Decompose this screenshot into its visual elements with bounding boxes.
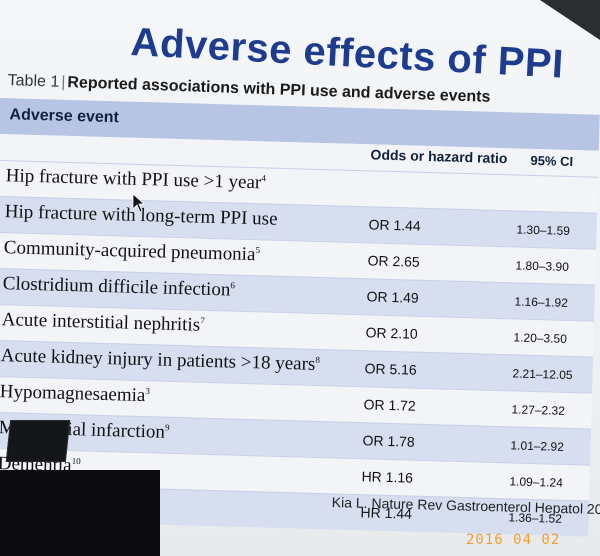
header-ratio: Odds or hazard ratio: [370, 146, 508, 167]
ratio-cell: OR 2.65: [367, 252, 420, 270]
ratio-cell: OR 2.10: [365, 324, 418, 342]
reference-number: 7: [200, 315, 205, 326]
event-cell: Hip fracture with PPI use >1 year4: [6, 165, 267, 194]
event-cell: Acute interstitial nephritis7: [1, 309, 205, 337]
ci-cell: 1.20–3.50: [513, 330, 568, 346]
header-adverse-event: Adverse event: [9, 106, 120, 127]
reference-number: 10: [71, 455, 81, 467]
ci-cell: 1.30–1.59: [516, 222, 571, 238]
event-text: Clostridium difficile infection: [2, 273, 231, 301]
podium-silhouette: [0, 470, 160, 556]
reference-number: 9: [164, 422, 170, 433]
reference-number: 4: [261, 173, 267, 184]
ratio-cell: OR 1.44: [368, 216, 421, 234]
ci-cell: 2.21–12.05: [512, 366, 573, 383]
reference-number: 6: [230, 280, 236, 291]
ratio-cell: HR 1.16: [361, 468, 414, 486]
ci-cell: 1.27–2.32: [511, 402, 566, 418]
ci-cell: 1.80–3.90: [515, 258, 570, 274]
header-ci: 95% CI: [530, 152, 574, 170]
event-text: Community-acquired pneumonia: [3, 237, 256, 266]
reference-number: 8: [315, 354, 321, 365]
event-cell: Hypomagnesaemia3: [0, 381, 150, 407]
event-cell: Acute kidney injury in patients >18 year…: [0, 345, 321, 376]
podium-monitor: [5, 420, 71, 462]
ratio-cell: OR 5.16: [364, 360, 417, 378]
event-cell: Community-acquired pneumonia5: [4, 237, 261, 266]
event-text: Acute kidney injury in patients >18 year…: [0, 345, 316, 375]
slide-title: Adverse effects of PPI: [129, 20, 565, 87]
ratio-cell: OR 1.72: [363, 396, 416, 414]
reference-number: 5: [255, 244, 261, 255]
reference-number: 3: [145, 385, 151, 396]
ratio-cell: OR 1.78: [362, 432, 415, 450]
photo-timestamp: 2016 04 02: [466, 532, 561, 548]
ci-cell: 1.01–2.92: [510, 438, 565, 454]
ci-cell: 1.16–1.92: [514, 294, 569, 310]
event-text: Acute interstitial nephritis: [1, 309, 201, 336]
ratio-cell: OR 1.49: [366, 288, 419, 306]
caption-number: Table 1: [7, 72, 60, 91]
event-text: Hypomagnesaemia: [0, 381, 146, 407]
event-cell: Clostridium difficile infection6: [2, 273, 236, 301]
mouse-pointer-icon: [132, 193, 146, 213]
event-text: Hip fracture with PPI use >1 year: [5, 165, 262, 194]
ci-cell: 1.09–1.24: [509, 474, 564, 490]
